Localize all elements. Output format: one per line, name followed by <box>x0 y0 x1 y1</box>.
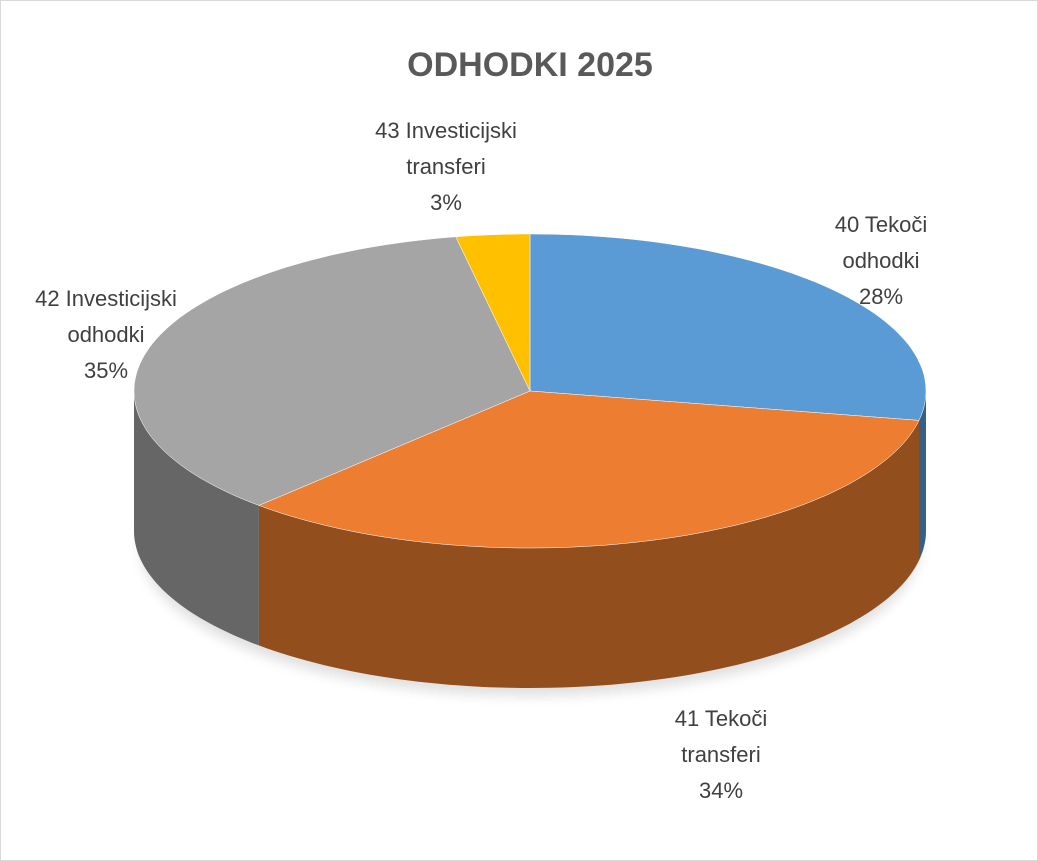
label-value: 35% <box>83 358 129 383</box>
label-category: 43 Investicijski transferi <box>375 118 517 179</box>
slice-side <box>258 420 919 688</box>
slice-side <box>919 391 926 561</box>
slice <box>529 233 927 421</box>
label-value: 34% <box>698 778 744 803</box>
chart-title: ODHODKI 2025 <box>407 46 653 84</box>
label-value: 3% <box>430 190 462 215</box>
slice-side <box>134 391 259 646</box>
label-value: 28% <box>858 284 904 309</box>
data-label: 41 Tekoči transferi 34% <box>656 701 786 809</box>
data-label: 40 Tekoči odhodki 28% <box>816 207 946 315</box>
slice <box>455 233 531 392</box>
data-label: 42 Investicijski odhodki 35% <box>6 281 206 389</box>
label-category: 41 Tekoči transferi <box>674 706 768 767</box>
slice <box>258 390 920 549</box>
label-category: 42 Investicijski odhodki <box>35 286 177 347</box>
slice <box>133 236 531 506</box>
data-label: 43 Investicijski transferi 3% <box>346 113 546 221</box>
label-category: 40 Tekoči odhodki <box>834 212 928 273</box>
